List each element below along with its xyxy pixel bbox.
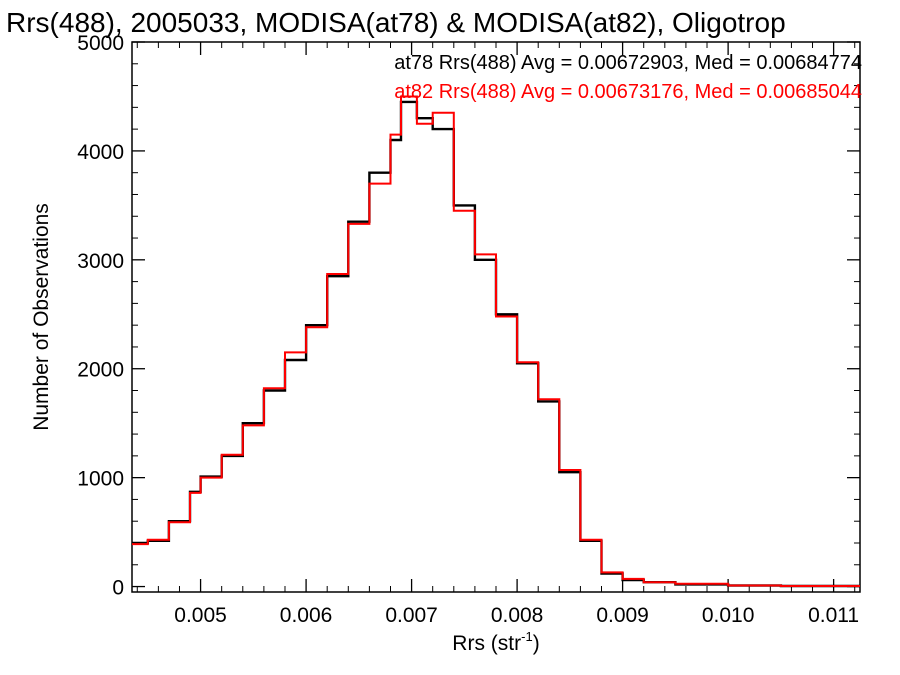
x-tick-label: 0.008 — [491, 604, 544, 627]
legend-entry-at82: at82 Rrs(488) Avg = 0.00673176, Med = 0.… — [394, 81, 862, 103]
y-tick-label: 1000 — [77, 468, 124, 491]
series-line-at82 — [132, 95, 860, 587]
y-tick-label: 5000 — [77, 32, 124, 55]
x-tick-label: 0.011 — [808, 604, 859, 627]
series-line-at78 — [132, 100, 860, 588]
x-tick-label: 0.010 — [702, 604, 755, 627]
legend-entry-at78: at78 Rrs(488) Avg = 0.00672903, Med = 0.… — [394, 52, 862, 74]
series-lines — [132, 95, 860, 588]
x-axis-label: Rrs (str-1) — [452, 629, 539, 655]
x-tick-label: 0.009 — [596, 604, 649, 627]
axis-ticks — [132, 41, 860, 592]
x-tick-label: 0.006 — [280, 604, 333, 627]
y-tick-label: 3000 — [77, 250, 124, 273]
y-tick-labels: 0 1000 2000 3000 4000 5000 — [77, 32, 124, 600]
y-tick-label: 4000 — [77, 141, 124, 164]
y-axis-label: Number of Observations — [30, 203, 53, 431]
y-tick-label: 2000 — [77, 359, 124, 382]
y-tick-label: 0 — [112, 577, 124, 600]
x-tick-labels: 0.005 0.006 0.007 0.008 0.009 0.010 0.011 — [174, 604, 859, 627]
x-tick-label: 0.007 — [385, 604, 438, 627]
chart-title: Rrs(488), 2005033, MODISA(at78) & MODISA… — [6, 7, 786, 38]
x-tick-label: 0.005 — [174, 604, 227, 627]
